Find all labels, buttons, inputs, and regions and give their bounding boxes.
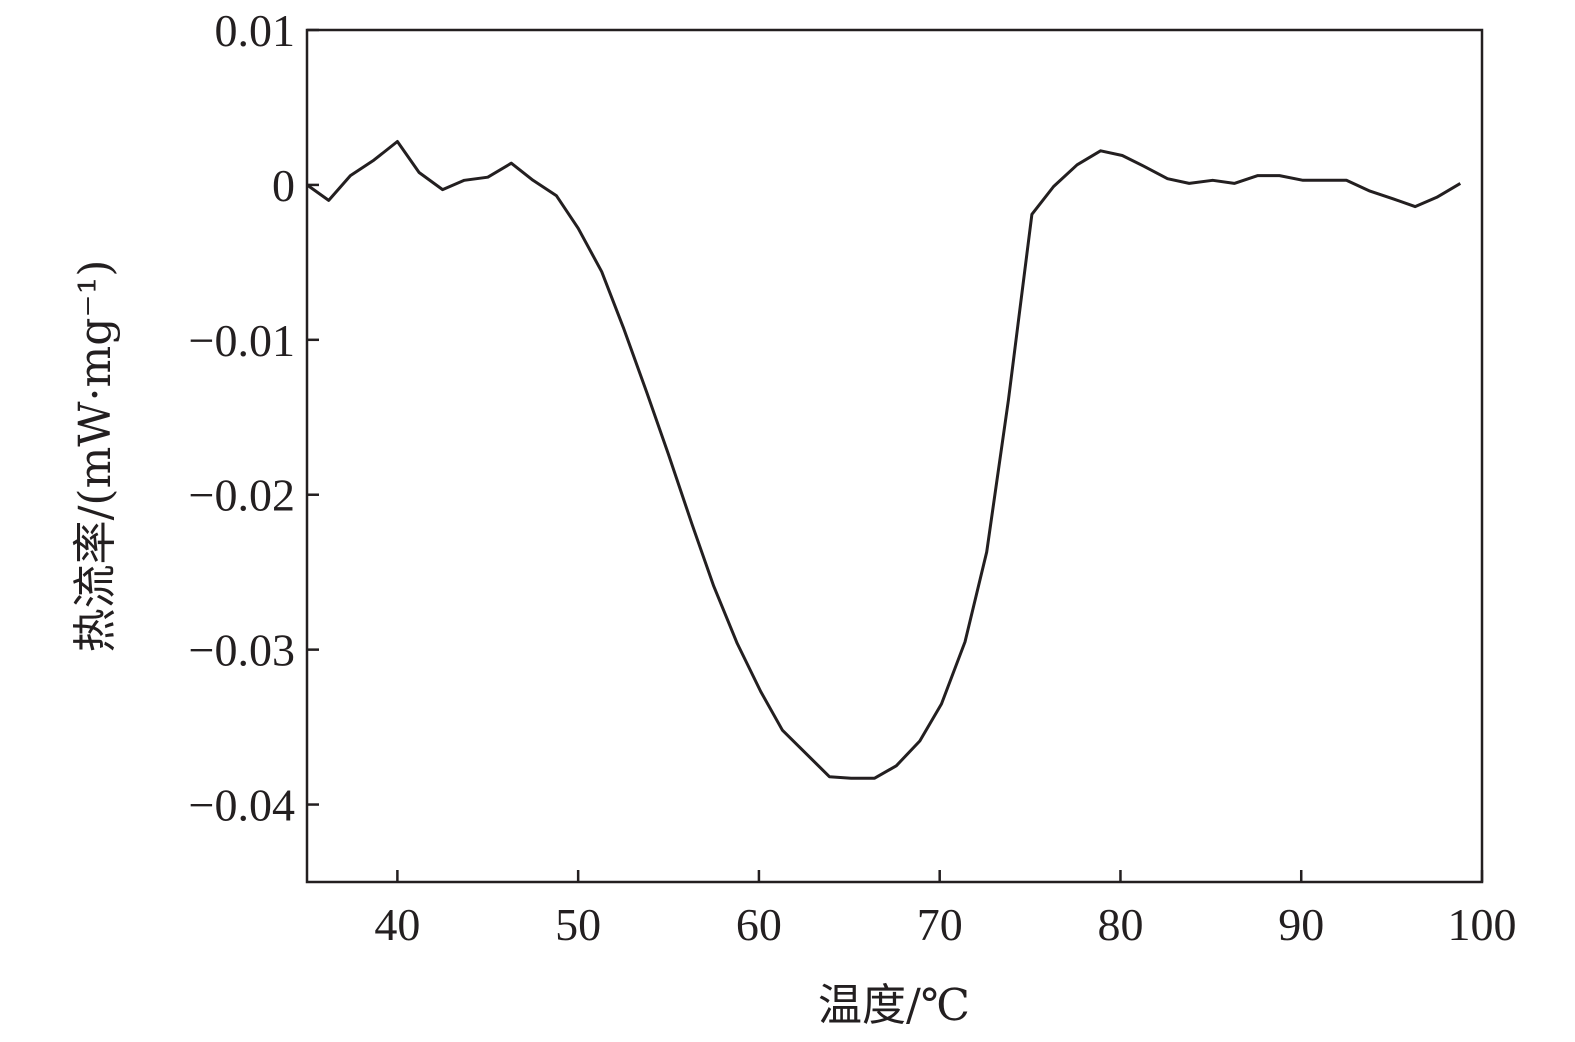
x-tick-label: 40: [374, 899, 420, 950]
y-tick-label: 0: [272, 160, 295, 211]
series-line: [306, 140, 1462, 780]
x-tick-label: 80: [1097, 899, 1143, 950]
y-tick-label: −0.04: [189, 780, 295, 831]
x-tick-label: 50: [555, 899, 601, 950]
y-axis-title: 热流率/(mW·mg⁻¹): [70, 260, 121, 653]
y-tick-label: −0.03: [189, 625, 295, 676]
plot-frame: [305, 28, 1484, 884]
y-tick-label: −0.01: [189, 315, 295, 366]
x-axis-title: 温度/℃: [818, 980, 970, 1031]
x-tick-label: 90: [1278, 899, 1324, 950]
y-tick-label: 0.01: [215, 5, 296, 56]
x-tick-label: 60: [736, 899, 782, 950]
x-tick-label: 100: [1448, 899, 1517, 950]
y-tick-label: −0.02: [189, 470, 295, 521]
y-axis: 0.01 0 −0.01 −0.02 −0.03 −0.04: [189, 5, 319, 831]
x-tick-label: 70: [917, 899, 963, 950]
x-axis: 40 50 60 70 80 90 100: [374, 870, 1517, 950]
